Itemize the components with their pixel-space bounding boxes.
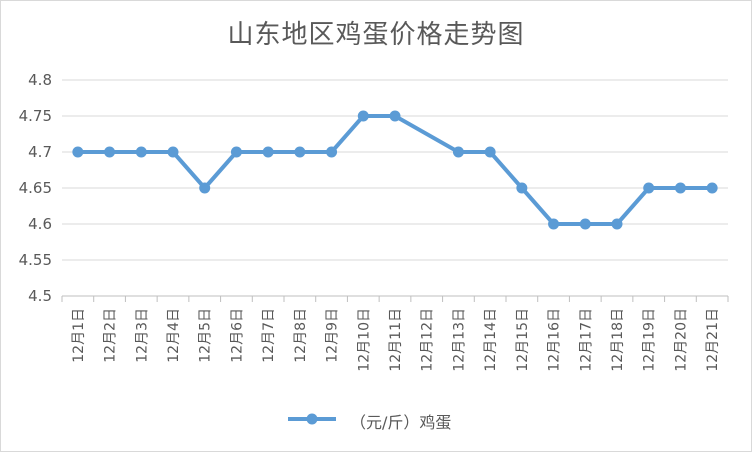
x-tick-label: 12月21日 — [705, 308, 721, 372]
x-tick-label: 12月3日 — [134, 308, 150, 363]
chart-title: 山东地区鸡蛋价格走势图 — [227, 20, 525, 50]
data-point — [294, 146, 306, 158]
data-point — [516, 182, 528, 194]
data-point — [262, 146, 274, 158]
series-line — [77, 114, 713, 226]
x-tick-label: 12月2日 — [103, 308, 119, 363]
x-tick-label: 12月7日 — [261, 308, 277, 363]
data-point — [579, 218, 591, 230]
data-point — [452, 146, 464, 158]
x-tick-label: 12月20日 — [673, 308, 689, 372]
y-tick-label: 4.65 — [19, 179, 52, 197]
x-tick-label: 12月11日 — [388, 308, 404, 372]
x-tick-label: 12月9日 — [325, 308, 341, 363]
data-point — [484, 146, 496, 158]
data-point — [389, 110, 401, 122]
x-tick-label: 12月14日 — [483, 308, 499, 372]
y-tick-label: 4.55 — [19, 251, 52, 269]
x-tick-label: 12月1日 — [71, 308, 87, 363]
data-point — [674, 182, 686, 194]
data-point — [167, 146, 179, 158]
data-point — [357, 110, 369, 122]
gridlines — [62, 79, 728, 261]
y-tick-label: 4.8 — [28, 71, 52, 89]
x-tick-label: 12月18日 — [610, 308, 626, 372]
x-tick-label: 12月12日 — [420, 308, 436, 372]
y-tick-label: 4.7 — [28, 143, 52, 161]
x-axis: 12月1日 12月2日 12月3日 12月4日 12月5日 12月6日 12月7日 12月8日… — [61, 295, 729, 372]
data-point — [135, 146, 147, 158]
x-tick-label: 12月10日 — [356, 308, 372, 372]
x-tick-label: 12月15日 — [515, 308, 531, 372]
x-tick-label: 12月4日 — [166, 308, 182, 363]
data-point — [72, 146, 84, 158]
y-tick-label: 4.75 — [19, 107, 52, 125]
data-point — [230, 146, 242, 158]
x-tick-label: 12月19日 — [642, 308, 658, 372]
data-point — [643, 182, 655, 194]
x-tick-label: 12月17日 — [578, 308, 594, 372]
series-layer — [72, 110, 718, 230]
x-tick-label: 12月6日 — [229, 308, 245, 363]
data-point — [326, 146, 338, 158]
data-point — [548, 218, 560, 230]
y-axis: 4.5 4.55 4.6 4.65 4.7 4.75 4.8 — [19, 71, 52, 305]
y-tick-label: 4.6 — [28, 215, 52, 233]
data-point — [706, 182, 718, 194]
data-point — [104, 146, 116, 158]
x-tick-label: 12月5日 — [198, 308, 214, 363]
data-point — [199, 182, 211, 194]
legend-marker — [306, 413, 318, 425]
y-tick-label: 4.5 — [28, 287, 52, 305]
legend: （元/斤）鸡蛋 — [0, 408, 752, 432]
legend-label: （元/斤）鸡蛋 — [350, 413, 452, 432]
x-tick-label: 12月8日 — [293, 308, 309, 363]
x-tick-label: 12月16日 — [547, 308, 563, 372]
data-point — [611, 218, 623, 230]
x-tick-label: 12月13日 — [451, 308, 467, 372]
